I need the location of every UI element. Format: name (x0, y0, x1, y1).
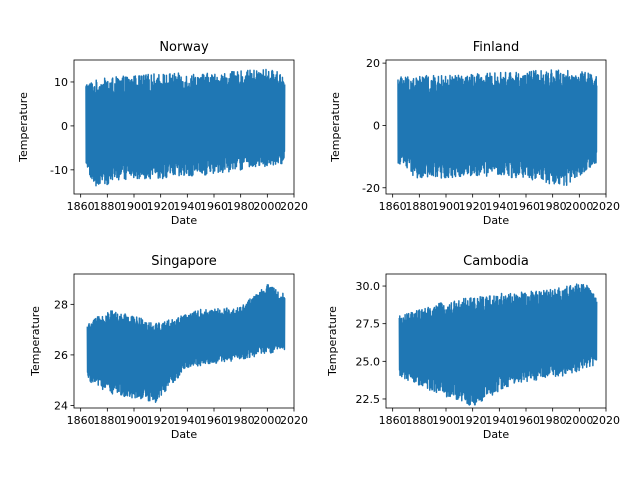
x-tick-label: 1960 (200, 414, 228, 427)
y-tick-label: 0 (61, 120, 68, 133)
y-tick-label: 22.5 (356, 393, 381, 406)
x-tick-label: 1960 (512, 200, 540, 213)
x-tick-label: 1900 (120, 414, 148, 427)
plot-frame (73, 59, 295, 195)
x-axis-label: Date (171, 214, 198, 227)
x-axis-label: Date (483, 428, 510, 441)
x-tick-label: 1940 (173, 200, 201, 213)
plot-frame (385, 59, 607, 195)
x-tick-label: 1860 (379, 200, 407, 213)
x-tick-label: 1940 (485, 200, 513, 213)
y-tick-label: 24 (54, 399, 68, 412)
x-tick-label: 1900 (120, 200, 148, 213)
x-tick-label: 2000 (253, 414, 281, 427)
x-tick-label: 1880 (93, 200, 121, 213)
y-tick-label: 25.0 (356, 355, 381, 368)
x-tick-label: 1880 (93, 414, 121, 427)
x-tick-label: 1920 (459, 200, 487, 213)
panel-finland: Finland Date Temperature 186018801900192… (329, 40, 620, 227)
x-tick-label: 1980 (539, 200, 567, 213)
chart-title: Finland (473, 40, 519, 55)
temperature-series-line (397, 69, 598, 186)
x-tick-label: 2020 (280, 200, 308, 213)
y-tick-label: 27.5 (356, 318, 381, 331)
x-tick-label: 1980 (539, 414, 567, 427)
plot-frame (385, 273, 607, 409)
chart-title: Norway (159, 40, 209, 55)
x-tick-label: 2020 (592, 414, 620, 427)
plot-frame (73, 273, 295, 409)
x-tick-label: 1980 (227, 200, 255, 213)
chart-title: Cambodia (463, 254, 529, 269)
temperature-series-line (398, 283, 598, 406)
y-tick-label: -20 (362, 182, 380, 195)
y-axis-label: Temperature (329, 92, 342, 163)
x-tick-label: 1880 (405, 414, 433, 427)
x-tick-label: 1940 (173, 414, 201, 427)
x-tick-label: 1900 (432, 414, 460, 427)
x-tick-label: 1920 (459, 414, 487, 427)
y-tick-label: -10 (50, 164, 68, 177)
y-axis-label: Temperature (29, 306, 42, 377)
panel-singapore: Singapore Date Temperature 1860188019001… (29, 254, 308, 441)
x-tick-label: 1920 (147, 414, 175, 427)
temperature-series-line (85, 68, 286, 187)
y-tick-label: 26 (54, 349, 68, 362)
x-tick-label: 2020 (592, 200, 620, 213)
chart-title: Singapore (151, 254, 217, 269)
x-tick-label: 1960 (512, 414, 540, 427)
y-axis-label: Temperature (326, 306, 339, 377)
x-tick-label: 1940 (485, 414, 513, 427)
x-tick-label: 1860 (67, 414, 95, 427)
x-tick-label: 1860 (379, 414, 407, 427)
y-tick-label: 20 (366, 57, 380, 70)
x-tick-label: 1880 (405, 200, 433, 213)
temperature-series-line (86, 284, 286, 404)
x-tick-label: 1920 (147, 200, 175, 213)
panel-norway: Norway Date Temperature 1860188019001920… (17, 40, 308, 227)
x-tick-label: 2000 (565, 200, 593, 213)
x-tick-label: 2020 (280, 414, 308, 427)
x-tick-label: 1960 (200, 200, 228, 213)
y-tick-label: 10 (54, 76, 68, 89)
x-axis-label: Date (483, 214, 510, 227)
y-tick-label: 30.0 (356, 280, 381, 293)
x-tick-label: 2000 (253, 200, 281, 213)
x-tick-label: 1860 (67, 200, 95, 213)
x-tick-label: 1900 (432, 200, 460, 213)
y-tick-label: 28 (54, 298, 68, 311)
x-axis-label: Date (171, 428, 198, 441)
y-tick-label: 0 (373, 119, 380, 132)
x-tick-label: 1980 (227, 414, 255, 427)
x-tick-label: 2000 (565, 414, 593, 427)
y-axis-label: Temperature (17, 92, 30, 163)
panel-cambodia: Cambodia Date Temperature 18601880190019… (326, 254, 620, 441)
